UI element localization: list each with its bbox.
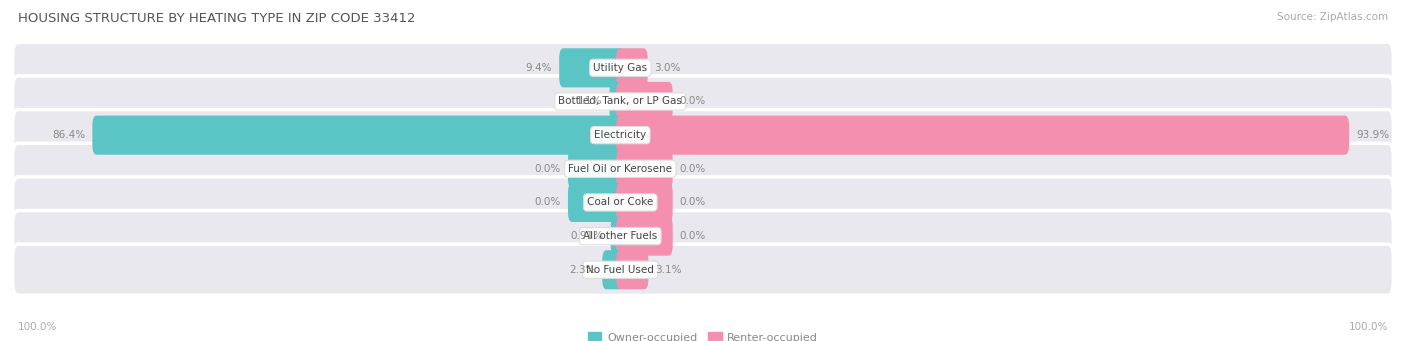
Text: 0.0%: 0.0%: [534, 197, 561, 207]
Text: 9.4%: 9.4%: [526, 63, 553, 73]
FancyBboxPatch shape: [616, 116, 1348, 155]
FancyBboxPatch shape: [610, 217, 624, 256]
Text: 0.0%: 0.0%: [679, 164, 706, 174]
FancyBboxPatch shape: [13, 244, 1393, 295]
FancyBboxPatch shape: [616, 250, 648, 289]
FancyBboxPatch shape: [13, 210, 1393, 262]
Text: Fuel Oil or Kerosene: Fuel Oil or Kerosene: [568, 164, 672, 174]
Text: 1.1%: 1.1%: [576, 97, 603, 106]
Text: 0.0%: 0.0%: [534, 164, 561, 174]
FancyBboxPatch shape: [93, 116, 624, 155]
Text: Bottled, Tank, or LP Gas: Bottled, Tank, or LP Gas: [558, 97, 682, 106]
Text: 2.3%: 2.3%: [569, 265, 595, 275]
Text: Source: ZipAtlas.com: Source: ZipAtlas.com: [1277, 12, 1388, 22]
Text: 0.91%: 0.91%: [571, 231, 603, 241]
Text: 3.1%: 3.1%: [655, 265, 682, 275]
Text: 86.4%: 86.4%: [52, 130, 86, 140]
Text: 100.0%: 100.0%: [18, 322, 58, 332]
FancyBboxPatch shape: [616, 48, 648, 87]
Text: 3.0%: 3.0%: [655, 63, 681, 73]
Text: 100.0%: 100.0%: [1348, 322, 1388, 332]
FancyBboxPatch shape: [616, 82, 672, 121]
Text: Coal or Coke: Coal or Coke: [588, 197, 654, 207]
FancyBboxPatch shape: [610, 82, 624, 121]
FancyBboxPatch shape: [13, 76, 1393, 127]
Text: 0.0%: 0.0%: [679, 231, 706, 241]
FancyBboxPatch shape: [568, 183, 624, 222]
Text: Utility Gas: Utility Gas: [593, 63, 647, 73]
FancyBboxPatch shape: [616, 183, 672, 222]
FancyBboxPatch shape: [568, 149, 624, 188]
FancyBboxPatch shape: [13, 143, 1393, 194]
FancyBboxPatch shape: [560, 48, 624, 87]
Text: 93.9%: 93.9%: [1355, 130, 1389, 140]
Text: 0.0%: 0.0%: [679, 97, 706, 106]
Text: 0.0%: 0.0%: [679, 197, 706, 207]
Text: No Fuel Used: No Fuel Used: [586, 265, 654, 275]
Text: All other Fuels: All other Fuels: [583, 231, 658, 241]
FancyBboxPatch shape: [602, 250, 624, 289]
Legend: Owner-occupied, Renter-occupied: Owner-occupied, Renter-occupied: [583, 328, 823, 341]
Text: HOUSING STRUCTURE BY HEATING TYPE IN ZIP CODE 33412: HOUSING STRUCTURE BY HEATING TYPE IN ZIP…: [18, 12, 416, 25]
FancyBboxPatch shape: [13, 109, 1393, 161]
FancyBboxPatch shape: [13, 42, 1393, 93]
FancyBboxPatch shape: [616, 217, 672, 256]
FancyBboxPatch shape: [616, 149, 672, 188]
Text: Electricity: Electricity: [595, 130, 647, 140]
FancyBboxPatch shape: [13, 177, 1393, 228]
